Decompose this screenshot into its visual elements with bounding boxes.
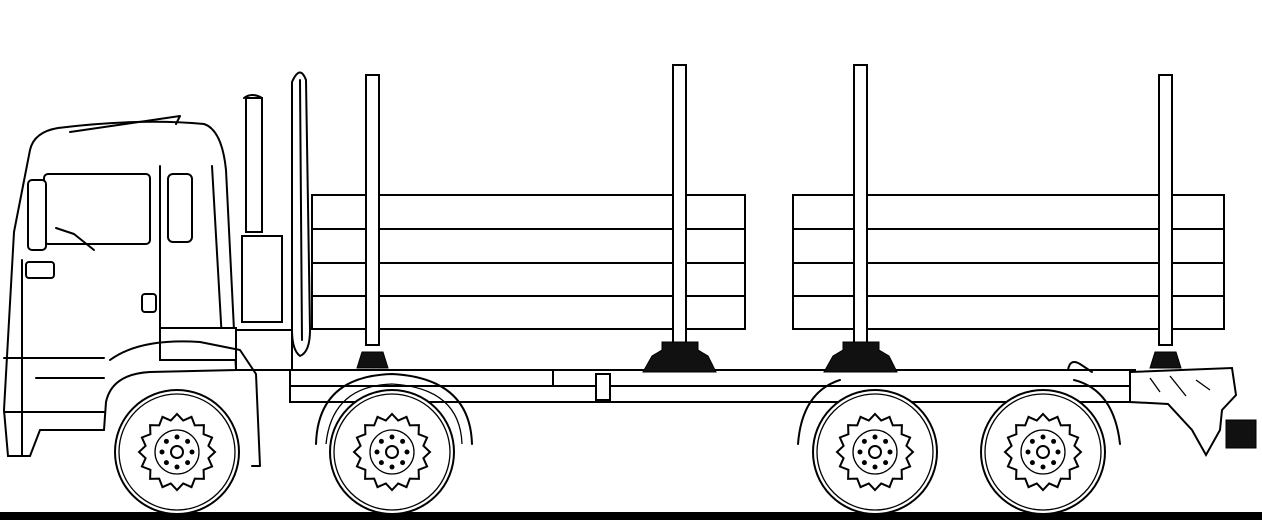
truck-cab xyxy=(2,115,293,467)
rear-coupling xyxy=(1067,361,1257,458)
wheels xyxy=(114,389,1106,515)
wheel-axle-3 xyxy=(812,389,938,515)
headboard-pipe xyxy=(291,71,311,357)
mudguard-axle-3 xyxy=(797,379,841,445)
mudguard-axle-4 xyxy=(1073,379,1121,445)
wheel-axle-2 xyxy=(329,389,455,515)
wheel-axle-4 xyxy=(980,389,1106,515)
stake-1 xyxy=(356,74,389,369)
exhaust-stack xyxy=(241,94,283,323)
wheel-axle-1 xyxy=(114,389,240,515)
stake-2 xyxy=(642,64,717,373)
stake-3 xyxy=(823,64,898,373)
mudguard-axle-2 xyxy=(315,373,473,445)
mudguard-axle-2-inner xyxy=(325,383,463,445)
ground-line xyxy=(0,512,1262,520)
stake-4 xyxy=(1149,74,1182,369)
